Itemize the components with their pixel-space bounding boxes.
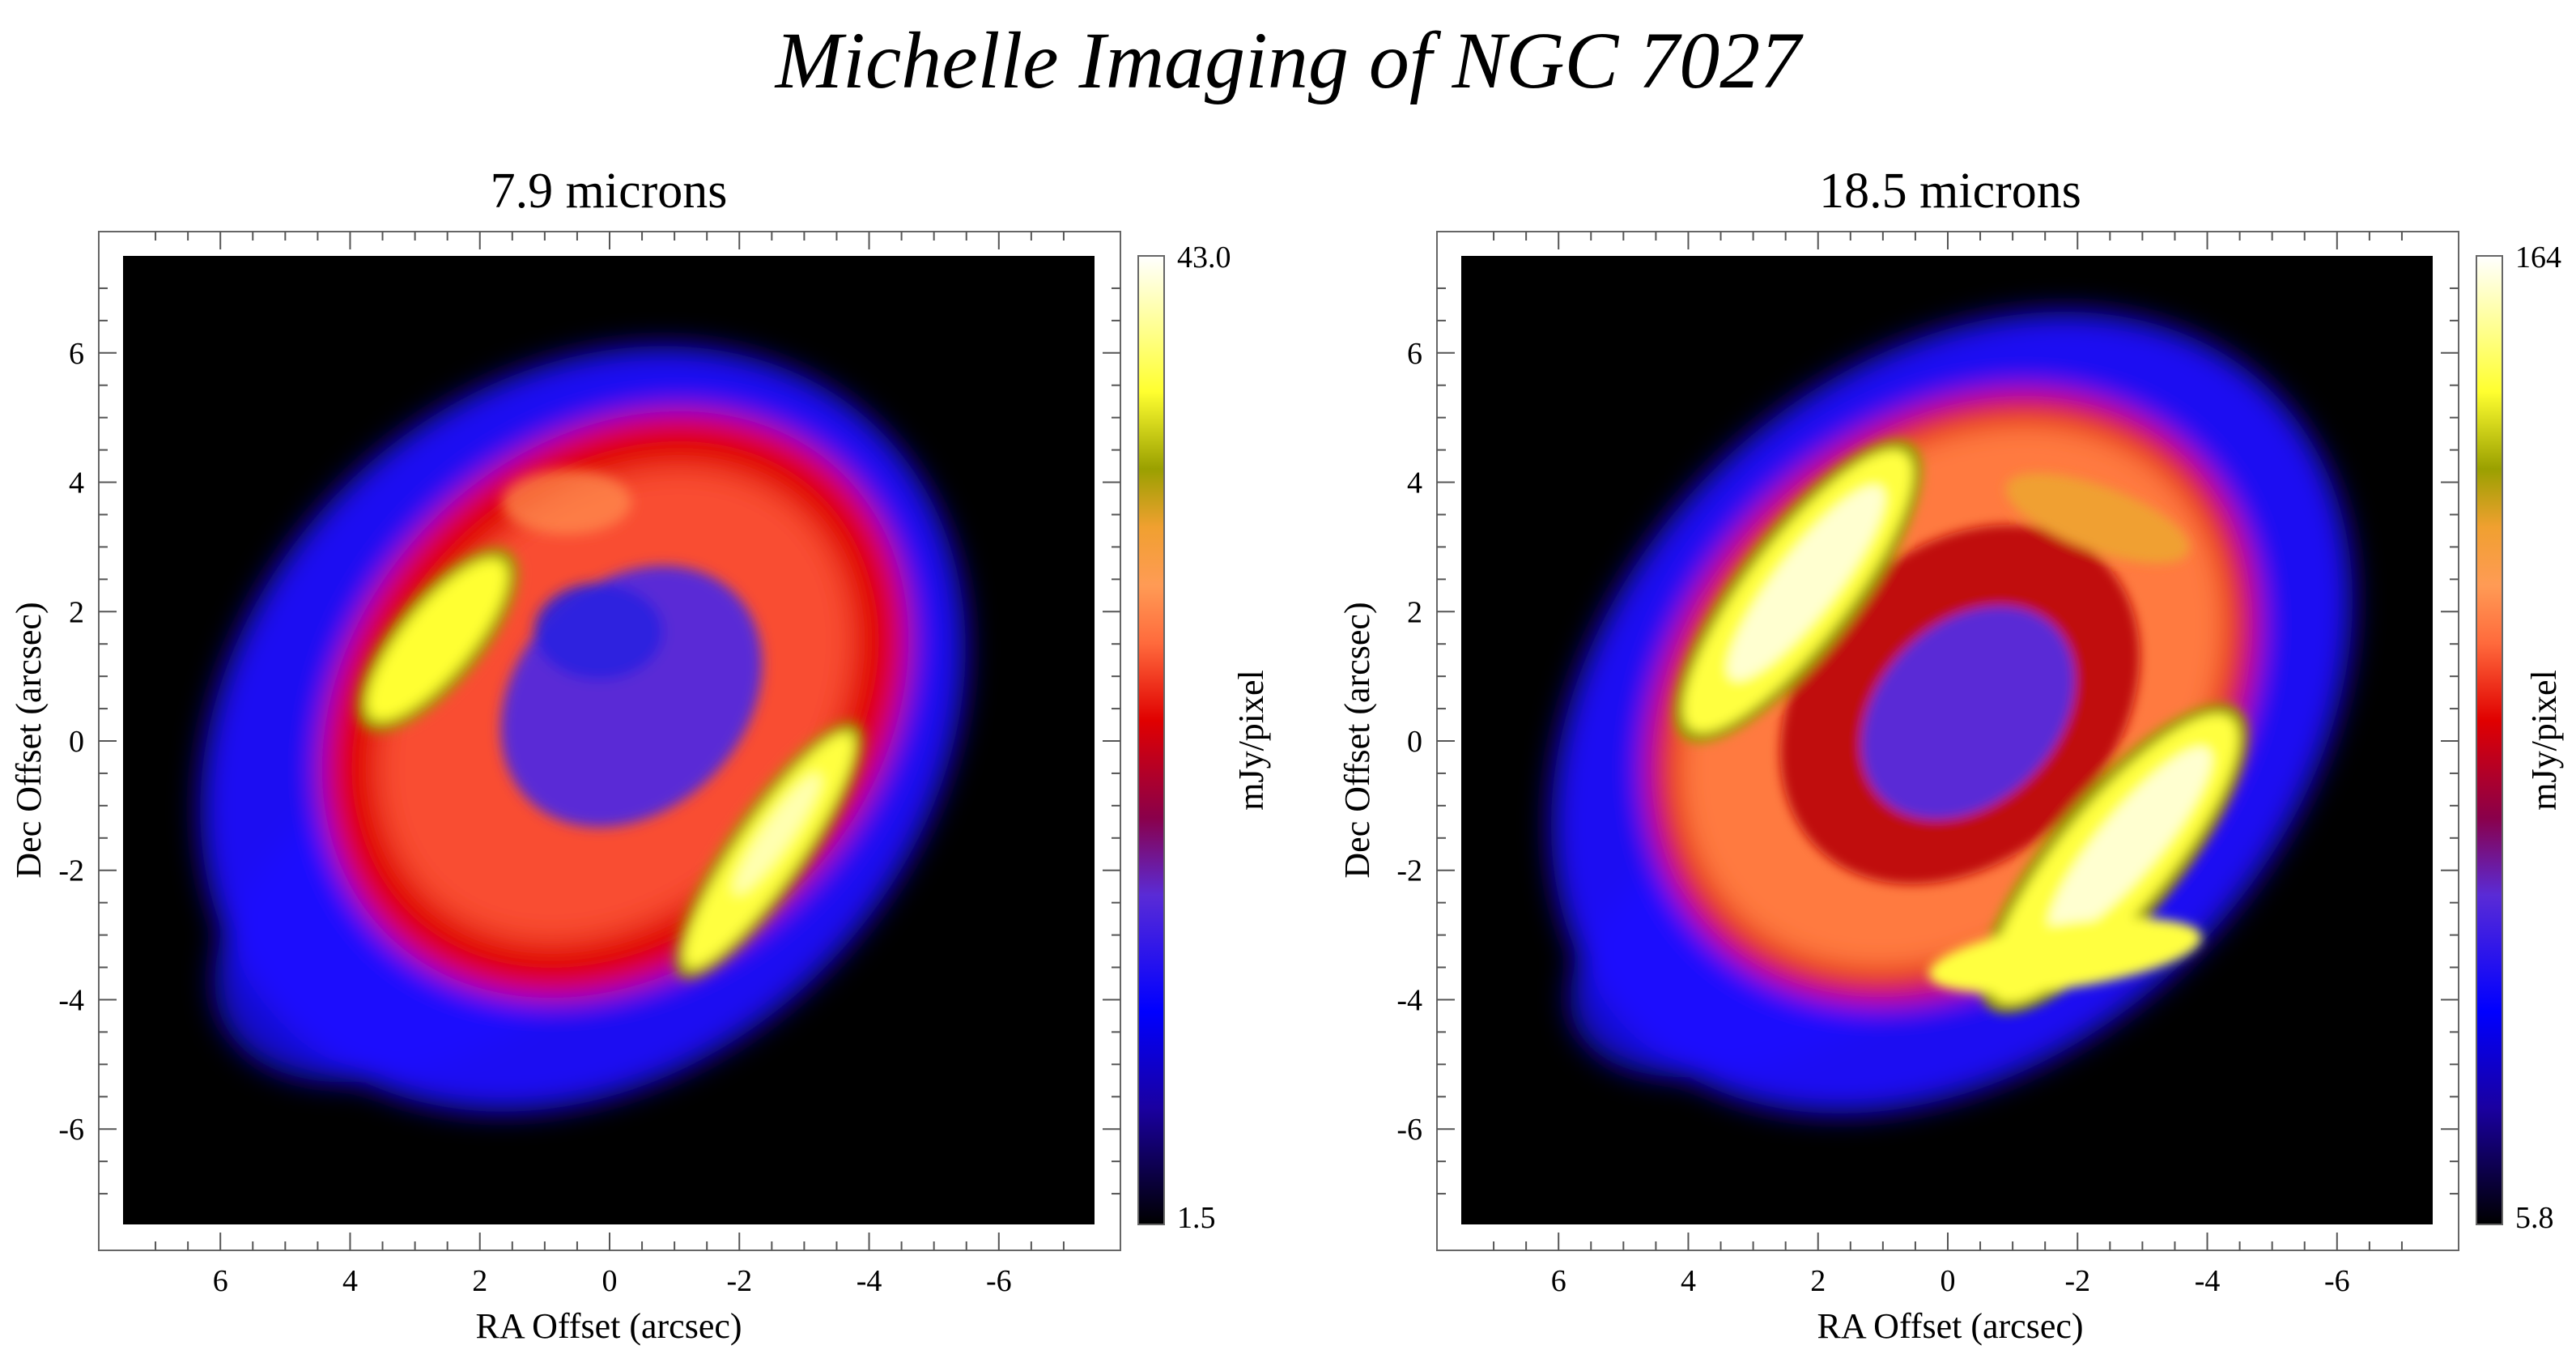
colorbar-min-label: 5.8 bbox=[2515, 1201, 2554, 1235]
y-tick-label: 6 bbox=[69, 337, 84, 371]
x-tick-label: -6 bbox=[986, 1264, 1012, 1298]
y-tick-label: -4 bbox=[1396, 983, 1422, 1017]
y-axis-tick-labels: 6 4 2 0 -2 -4 -6 bbox=[1396, 337, 1422, 1147]
panel-title: 7.9 microns bbox=[491, 164, 728, 219]
x-axis-tick-labels: 6 4 2 0 -2 -4 -6 bbox=[213, 1264, 1012, 1298]
y-axis-ticks bbox=[99, 287, 1120, 1195]
colorbar-max-label: 164 bbox=[2515, 241, 2561, 275]
figure-title: Michelle Imaging of NGC 7027 bbox=[775, 15, 1801, 105]
y-tick-label: 0 bbox=[69, 725, 84, 759]
x-tick-label: 6 bbox=[1551, 1264, 1566, 1298]
y-axis-ticks bbox=[1437, 287, 2459, 1195]
y-tick-label: 4 bbox=[69, 466, 84, 500]
panel-7-9-plot: 7.9 microns bbox=[9, 164, 1271, 1346]
colorbar bbox=[2476, 255, 2503, 1225]
colorbar-label: mJy/pixel bbox=[1231, 670, 1271, 811]
y-tick-label: -6 bbox=[58, 1113, 84, 1147]
x-tick-label: 2 bbox=[1810, 1264, 1826, 1298]
x-axis-ticks bbox=[1493, 232, 2403, 1250]
y-axis-label: Dec Offset (arcsec) bbox=[1337, 602, 1377, 878]
x-tick-label: -6 bbox=[2324, 1264, 2350, 1298]
x-axis-tick-labels: 6 4 2 0 -2 -4 -6 bbox=[1551, 1264, 2350, 1298]
x-tick-label: -4 bbox=[2195, 1264, 2221, 1298]
panel-18-5-microns: 18.5 microns bbox=[1288, 0, 2576, 1354]
panel-title: 18.5 microns bbox=[1819, 164, 2081, 219]
x-tick-label: -2 bbox=[2064, 1264, 2090, 1298]
nebula-image bbox=[1461, 256, 2433, 1224]
nebula-image bbox=[123, 256, 1095, 1224]
x-tick-label: -4 bbox=[857, 1264, 882, 1298]
y-tick-label: 0 bbox=[1407, 725, 1422, 759]
colorbar bbox=[1137, 255, 1165, 1225]
colorbar-label: mJy/pixel bbox=[2524, 670, 2564, 811]
y-tick-label: -2 bbox=[58, 854, 84, 888]
y-tick-label: -4 bbox=[58, 983, 84, 1017]
y-tick-label: -2 bbox=[1396, 854, 1422, 888]
y-tick-label: -6 bbox=[1396, 1113, 1422, 1147]
x-tick-label: 0 bbox=[1941, 1264, 1956, 1298]
x-tick-label: 0 bbox=[602, 1264, 618, 1298]
y-tick-label: 2 bbox=[1407, 595, 1422, 629]
panel-18-5-plot: 18.5 microns bbox=[1337, 164, 2564, 1346]
x-tick-label: 4 bbox=[342, 1264, 358, 1298]
colorbar-min-label: 1.5 bbox=[1177, 1201, 1216, 1235]
x-tick-label: -2 bbox=[726, 1264, 752, 1298]
x-axis-label: RA Offset (arcsec) bbox=[1817, 1306, 2083, 1346]
y-axis-tick-labels: 6 4 2 0 -2 -4 -6 bbox=[58, 337, 84, 1147]
x-axis-label: RA Offset (arcsec) bbox=[475, 1306, 742, 1346]
x-axis-ticks bbox=[155, 232, 1065, 1250]
x-tick-label: 6 bbox=[213, 1264, 228, 1298]
y-tick-label: 2 bbox=[69, 595, 84, 629]
x-tick-label: 2 bbox=[472, 1264, 487, 1298]
panel-7-9-microns: 7.9 microns bbox=[9, 164, 1271, 1346]
y-tick-label: 4 bbox=[1407, 466, 1422, 500]
colorbar-max-label: 43.0 bbox=[1177, 241, 1231, 275]
y-tick-label: 6 bbox=[1407, 337, 1422, 371]
x-tick-label: 4 bbox=[1681, 1264, 1696, 1298]
y-axis-label: Dec Offset (arcsec) bbox=[9, 602, 49, 878]
